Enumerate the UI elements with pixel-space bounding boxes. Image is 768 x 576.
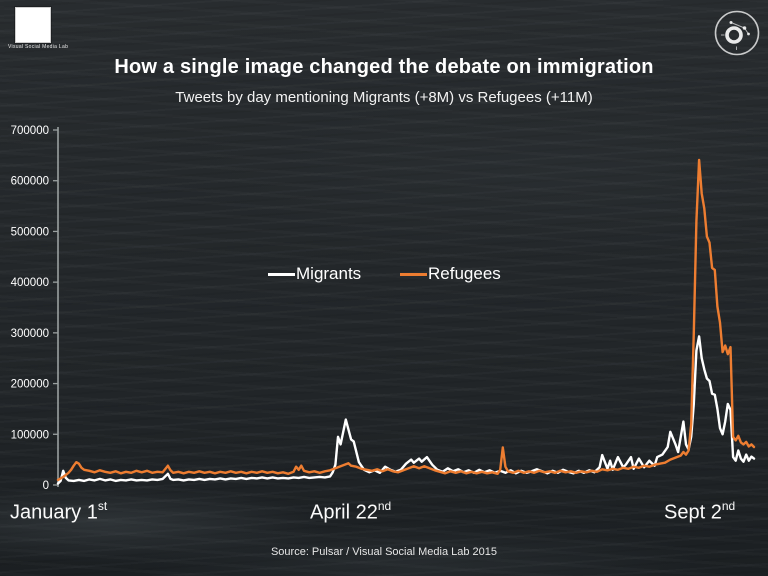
refugees-line-swatch [400, 272, 427, 276]
x-axis-label-april-22: April 22nd [310, 499, 392, 524]
y-axis-tick-label: 500000 [11, 226, 49, 238]
y-axis-tick-label: 400000 [11, 277, 49, 289]
page-title: How a single image changed the debate on… [114, 56, 654, 78]
legend-item-refugees: Refugees [400, 264, 501, 284]
legend-label-migrants: Migrants [296, 264, 362, 283]
migrants-line-swatch [268, 272, 295, 276]
legend-item-migrants: Migrants [268, 264, 361, 284]
x-axis-label-sept-2: Sept 2nd [664, 499, 736, 524]
y-axis-tick-label: 0 [43, 480, 49, 492]
y-axis-tick-label: 100000 [11, 429, 49, 441]
y-axis-tick-label: 700000 [11, 125, 49, 137]
refugees-data-line [56, 158, 756, 482]
y-axis-tick-label: 200000 [11, 379, 49, 391]
x-axis-label-january-1: January 1st [10, 499, 108, 524]
source-caption: Source: Pulsar / Visual Social Media Lab… [270, 546, 498, 558]
legend-label-refugees: Refugees [428, 264, 501, 283]
y-axis-tick-label: 300000 [11, 328, 49, 340]
visual-social-media-lab-logo [15, 7, 51, 43]
y-axis-tick-label: 600000 [11, 176, 49, 188]
migrants-data-line [56, 335, 756, 485]
pulsar-logo-icon [714, 10, 760, 56]
visual-social-media-lab-logo-caption: Visual Social Media Lab [8, 44, 69, 50]
page-subtitle: Tweets by day mentioning Migrants (+8M) … [175, 89, 593, 106]
